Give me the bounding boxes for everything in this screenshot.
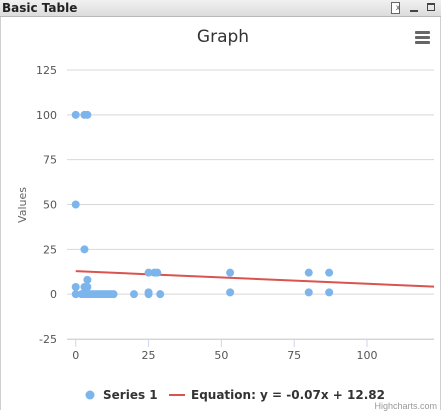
chart-title: Graph <box>197 27 249 47</box>
y-tick-label: 25 <box>43 243 57 256</box>
y-axis-ticks: -25 0 25 50 75 100 125 <box>36 64 57 346</box>
data-point <box>71 290 80 299</box>
data-point <box>226 268 235 277</box>
x-tick-label: 50 <box>214 349 228 362</box>
data-point <box>144 288 153 297</box>
data-point <box>71 282 80 291</box>
data-point <box>71 110 80 119</box>
data-point <box>325 268 334 277</box>
window-controls <box>390 1 438 14</box>
legend: Series 1 Equation: y = -0.07x + 12.82 <box>85 388 385 402</box>
window-titlebar: Basic Table <box>0 0 441 17</box>
y-tick-label: 75 <box>43 154 57 167</box>
data-point <box>153 268 162 277</box>
data-point <box>109 290 118 299</box>
data-point <box>144 268 153 277</box>
data-point <box>304 268 313 277</box>
legend-series-marker <box>85 390 95 400</box>
x-tick-label: 25 <box>142 349 156 362</box>
x-axis-ticks: 0 25 50 75 100 <box>67 339 434 362</box>
data-point <box>83 282 92 291</box>
series-points <box>71 110 334 299</box>
data-point <box>129 290 138 299</box>
legend-item-trendline[interactable]: Equation: y = -0.07x + 12.82 <box>169 388 385 402</box>
data-point <box>304 288 313 297</box>
minimize-icon[interactable] <box>408 1 420 14</box>
maximize-icon[interactable] <box>426 1 438 14</box>
clear-filter-icon[interactable] <box>390 1 402 14</box>
data-point <box>71 200 80 209</box>
data-point <box>80 245 89 254</box>
data-point <box>325 288 334 297</box>
hamburger-menu-icon[interactable] <box>414 30 432 46</box>
y-tick-label: -25 <box>39 333 57 346</box>
x-tick-label: 0 <box>72 349 79 362</box>
data-point <box>226 288 235 297</box>
x-tick-label: 100 <box>357 349 378 362</box>
trendline-path <box>75 270 435 288</box>
x-tick-label: 75 <box>287 349 301 362</box>
y-tick-label: 0 <box>50 288 57 301</box>
legend-trend-label: Equation: y = -0.07x + 12.82 <box>191 388 385 402</box>
y-tick-label: 100 <box>36 109 57 122</box>
data-point <box>83 275 92 284</box>
y-tick-label: 125 <box>36 64 57 77</box>
legend-series-label: Series 1 <box>103 388 158 402</box>
data-point <box>83 110 92 119</box>
y-axis-label: Values <box>16 187 29 223</box>
legend-item-series-1[interactable]: Series 1 <box>85 388 158 402</box>
trendline <box>75 270 435 288</box>
credits-link[interactable]: Highcharts.com <box>374 401 437 411</box>
y-tick-label: 50 <box>43 199 57 212</box>
data-point <box>156 290 165 299</box>
grid-lines <box>67 69 434 340</box>
window-title: Basic Table <box>2 1 78 15</box>
